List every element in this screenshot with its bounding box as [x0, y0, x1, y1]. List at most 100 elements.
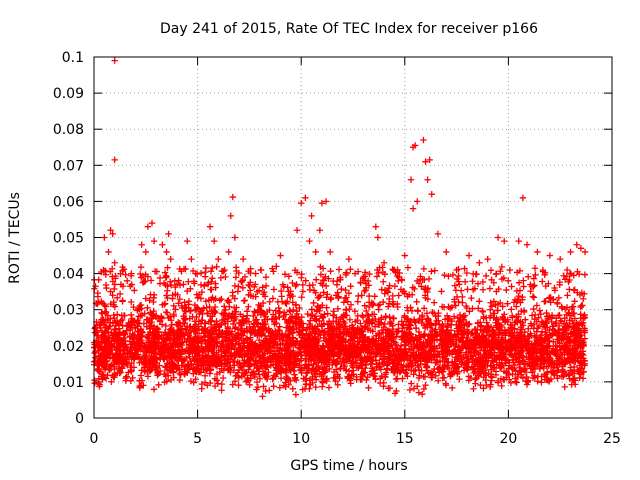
- y-tick-label: 0.07: [53, 158, 84, 174]
- data-point: [522, 341, 529, 348]
- data-point: [235, 374, 242, 381]
- data-point: [519, 342, 526, 349]
- data-point: [581, 311, 588, 319]
- data-point: [534, 373, 542, 380]
- data-point: [300, 349, 308, 356]
- data-point: [227, 368, 234, 376]
- data-point: [357, 279, 364, 287]
- data-point: [333, 314, 340, 321]
- data-point: [141, 310, 148, 317]
- data-point: [475, 334, 482, 342]
- data-point: [309, 311, 316, 319]
- data-point: [512, 353, 519, 361]
- data-point: [477, 381, 484, 389]
- data-point: [494, 307, 501, 314]
- data-point: [568, 305, 576, 313]
- data-point: [406, 326, 413, 333]
- data-point: [215, 334, 223, 341]
- data-point: [390, 315, 398, 322]
- data-point: [412, 353, 420, 361]
- data-point: [302, 277, 309, 284]
- data-point: [235, 339, 243, 347]
- data-point: [442, 381, 450, 389]
- data-point: [384, 340, 392, 347]
- data-point: [347, 380, 354, 387]
- data-point: [205, 318, 213, 326]
- data-point: [469, 278, 476, 285]
- data-point: [362, 284, 370, 291]
- data-point: [564, 292, 571, 299]
- data-point: [530, 275, 538, 282]
- data-point: [367, 360, 374, 368]
- data-point: [103, 324, 110, 331]
- data-point: [458, 287, 465, 294]
- data-point: [543, 313, 551, 320]
- data-point: [256, 330, 264, 337]
- data-point: [407, 333, 414, 341]
- data-point: [580, 368, 587, 376]
- data-point: [392, 342, 399, 350]
- data-point: [540, 364, 547, 372]
- data-point: [281, 346, 289, 353]
- data-point: [561, 276, 569, 283]
- data-point: [161, 269, 169, 276]
- data-point: [320, 277, 328, 284]
- data-point: [463, 339, 471, 346]
- data-point: [197, 281, 205, 289]
- data-point: [106, 351, 113, 358]
- data-point: [347, 301, 355, 308]
- data-point: [545, 358, 552, 365]
- data-point: [154, 368, 162, 376]
- data-point: [246, 346, 254, 353]
- data-point: [493, 361, 500, 368]
- data-point-outlier: [150, 237, 158, 245]
- data-point: [123, 359, 131, 366]
- data-point: [421, 331, 428, 339]
- data-point: [532, 271, 539, 279]
- data-point: [166, 313, 174, 320]
- data-point: [560, 320, 568, 328]
- data-point: [482, 376, 489, 384]
- data-point: [116, 290, 124, 298]
- data-point: [490, 328, 497, 336]
- data-point: [516, 367, 523, 375]
- data-point: [259, 342, 266, 349]
- data-point: [395, 277, 402, 285]
- data-point: [128, 281, 136, 288]
- data-point: [380, 323, 387, 331]
- data-point-outlier: [165, 230, 172, 238]
- data-point: [482, 272, 490, 280]
- data-point: [249, 293, 257, 300]
- data-point: [301, 337, 309, 345]
- data-point: [228, 353, 235, 360]
- data-point: [276, 384, 284, 391]
- data-point: [229, 292, 237, 300]
- data-point: [376, 264, 383, 271]
- data-point: [443, 350, 451, 358]
- x-tick-label: 15: [396, 431, 414, 447]
- data-point: [211, 321, 218, 328]
- data-point: [463, 302, 470, 310]
- data-point: [302, 369, 310, 377]
- data-point: [320, 368, 328, 375]
- data-point: [244, 353, 251, 360]
- data-point: [119, 329, 127, 337]
- data-point: [235, 382, 242, 389]
- data-point: [413, 336, 421, 343]
- data-point: [448, 332, 455, 340]
- data-point: [320, 289, 327, 296]
- data-point: [232, 274, 240, 281]
- data-point: [369, 367, 377, 374]
- data-point: [292, 282, 299, 290]
- data-point: [417, 333, 425, 341]
- data-point: [240, 297, 248, 305]
- data-point: [535, 314, 542, 321]
- data-point: [160, 279, 168, 287]
- data-point: [554, 300, 561, 308]
- data-point: [563, 266, 571, 274]
- data-point: [463, 320, 471, 328]
- data-point: [130, 364, 138, 371]
- y-tick-label: 0.06: [53, 194, 84, 210]
- data-point: [155, 329, 162, 336]
- data-point: [451, 363, 459, 371]
